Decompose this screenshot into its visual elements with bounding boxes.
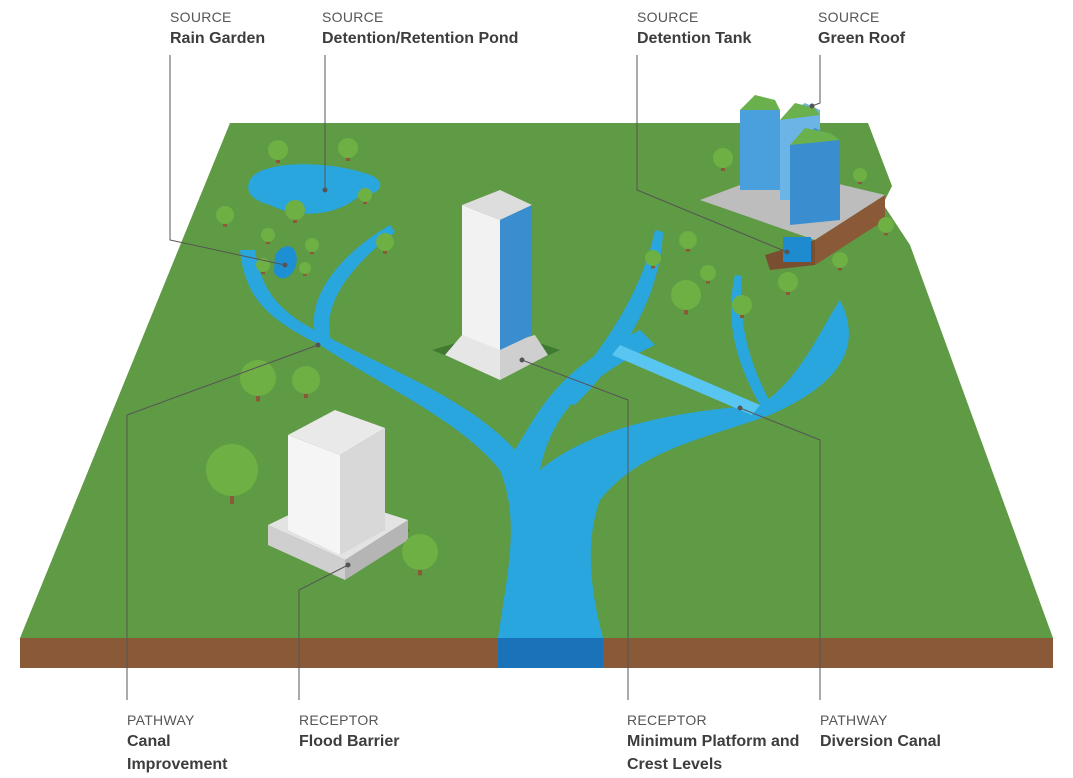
label-name: Minimum Platform and Crest Levels (627, 730, 807, 776)
tree-crown (305, 238, 319, 252)
tree-crown (299, 262, 311, 274)
tree-crown (645, 250, 661, 266)
river-mouth (498, 638, 603, 668)
tree-crown (206, 444, 258, 496)
tree-crown (358, 188, 372, 202)
label: SOURCE Rain Garden (170, 7, 265, 50)
tree-crown (338, 138, 358, 158)
label-category: SOURCE (637, 7, 751, 27)
tree-crown (832, 252, 848, 268)
tree-crown (679, 231, 697, 249)
label-name: Canal Improvement (127, 730, 257, 776)
label-category: PATHWAY (127, 710, 257, 730)
tree-crown (216, 206, 234, 224)
label-category: SOURCE (818, 7, 905, 27)
label: RECEPTOR Minimum Platform and Crest Leve… (627, 710, 807, 776)
tree-crown (732, 295, 752, 315)
label: SOURCE Detention/Retention Pond (322, 7, 518, 50)
tree-crown (671, 280, 701, 310)
tree-crown (713, 148, 733, 168)
label-name: Detention/Retention Pond (322, 27, 518, 50)
label-name: Diversion Canal (820, 730, 941, 753)
tree-crown (292, 366, 320, 394)
label: PATHWAY Canal Improvement (127, 710, 257, 776)
tree-crown (376, 233, 394, 251)
tree-crown (261, 228, 275, 242)
tree-crown (285, 200, 305, 220)
tree-crown (853, 168, 867, 182)
label: SOURCE Detention Tank (637, 7, 751, 50)
label-name: Rain Garden (170, 27, 265, 50)
tree-crown (402, 534, 438, 570)
label-category: PATHWAY (820, 710, 941, 730)
tree-crown (240, 360, 276, 396)
label-category: SOURCE (322, 7, 518, 27)
tree-crown (778, 272, 798, 292)
label: SOURCE Green Roof (818, 7, 905, 50)
label-category: RECEPTOR (299, 710, 399, 730)
label: PATHWAY Diversion Canal (820, 710, 941, 753)
label: RECEPTOR Flood Barrier (299, 710, 399, 753)
illustration (0, 0, 1073, 778)
label-category: RECEPTOR (627, 710, 807, 730)
label-category: SOURCE (170, 7, 265, 27)
label-name: Flood Barrier (299, 730, 399, 753)
page: SOURCE Rain Garden SOURCE Detention/Rete… (0, 0, 1073, 778)
tree-crown (268, 140, 288, 160)
tree-crown (700, 265, 716, 281)
label-name: Detention Tank (637, 27, 751, 50)
tree-crown (878, 217, 894, 233)
label-name: Green Roof (818, 27, 905, 50)
